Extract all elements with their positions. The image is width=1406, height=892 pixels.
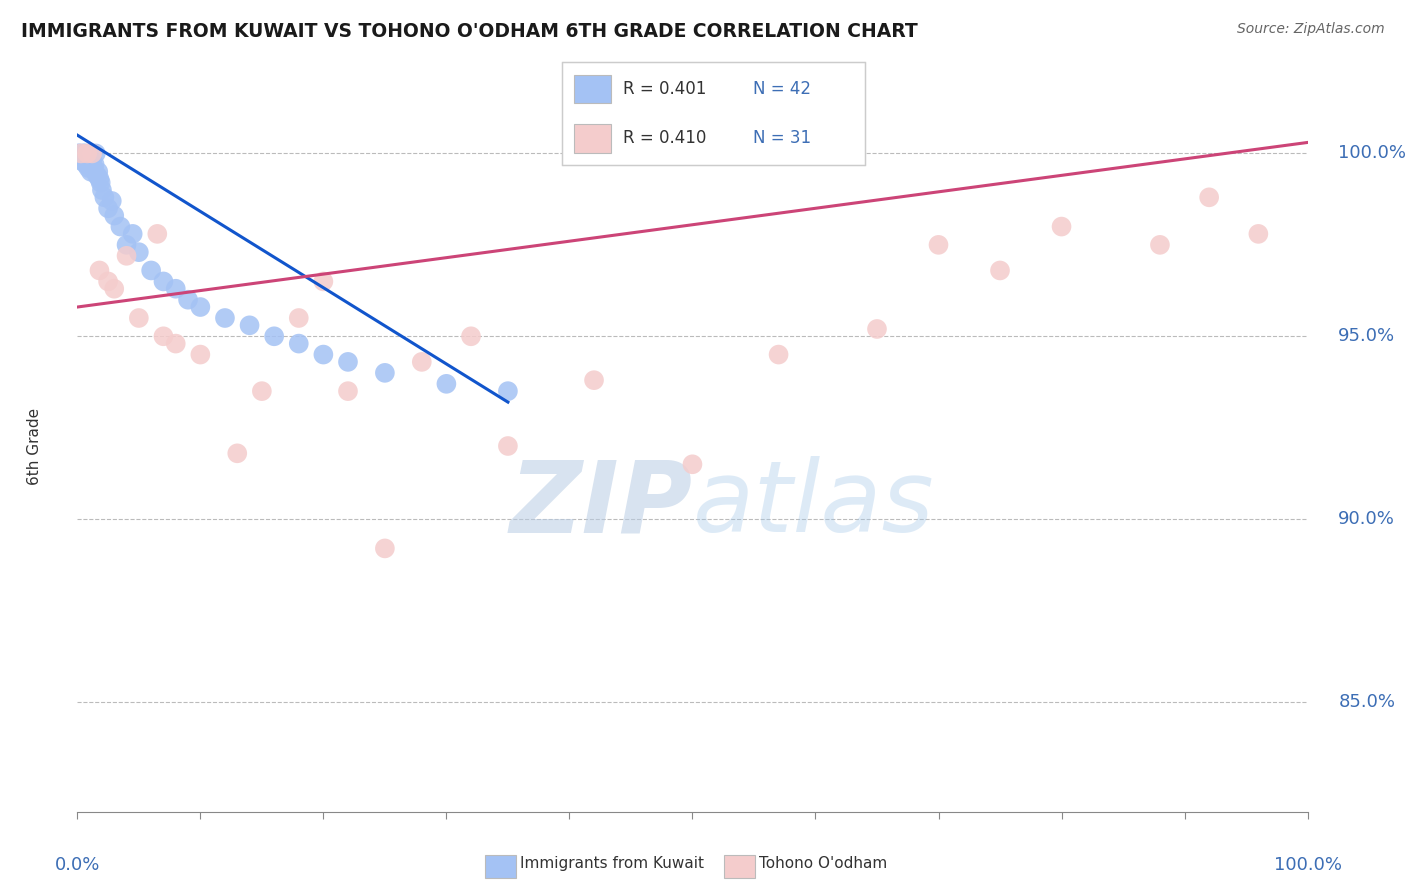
Point — [1247, 227, 1270, 241]
Text: R = 0.410: R = 0.410 — [623, 128, 706, 147]
Text: Tohono O'odham: Tohono O'odham — [759, 856, 887, 871]
Point — [928, 238, 950, 252]
Text: 6th Grade: 6th Grade — [27, 408, 42, 484]
Bar — [575, 124, 610, 153]
Point — [121, 227, 143, 241]
Point — [177, 293, 200, 307]
Point — [69, 146, 91, 161]
Point — [411, 355, 433, 369]
Point — [1149, 238, 1171, 252]
Point — [77, 161, 100, 175]
Point — [79, 157, 101, 171]
Bar — [575, 75, 610, 103]
Text: 90.0%: 90.0% — [1339, 510, 1395, 528]
Point — [239, 318, 262, 333]
Point — [90, 176, 112, 190]
Point — [103, 282, 125, 296]
Text: ZIP: ZIP — [509, 456, 693, 553]
Point — [90, 183, 114, 197]
Point — [337, 355, 360, 369]
Point — [110, 219, 132, 234]
Point — [70, 146, 93, 161]
Point — [152, 275, 174, 289]
Point — [83, 157, 105, 171]
Point — [188, 300, 212, 314]
Point — [86, 169, 108, 183]
Point — [214, 311, 236, 326]
Point — [128, 311, 150, 326]
Point — [73, 146, 96, 161]
Point — [67, 146, 90, 161]
Point — [288, 311, 311, 326]
Text: 95.0%: 95.0% — [1339, 327, 1396, 345]
Text: 0.0%: 0.0% — [55, 855, 100, 873]
Point — [165, 336, 187, 351]
Point — [682, 458, 704, 472]
Text: Immigrants from Kuwait: Immigrants from Kuwait — [520, 856, 704, 871]
Point — [89, 263, 111, 277]
Point — [288, 336, 311, 351]
Point — [82, 161, 104, 175]
Point — [82, 146, 104, 161]
Point — [226, 446, 249, 460]
Point — [460, 329, 482, 343]
Text: atlas: atlas — [693, 456, 934, 553]
Text: 85.0%: 85.0% — [1339, 693, 1395, 711]
Point — [82, 153, 104, 168]
Point — [80, 164, 103, 178]
Point — [152, 329, 174, 343]
Text: 100.0%: 100.0% — [1339, 145, 1406, 162]
Point — [87, 164, 110, 178]
Point — [75, 157, 97, 171]
Point — [583, 373, 606, 387]
Point — [76, 146, 98, 161]
Point — [89, 172, 111, 186]
Point — [1050, 219, 1073, 234]
Point — [374, 366, 396, 380]
Point — [165, 282, 187, 296]
Point — [115, 249, 138, 263]
Point — [496, 439, 519, 453]
Point — [312, 275, 335, 289]
Point — [337, 384, 360, 399]
Point — [312, 348, 335, 362]
Text: N = 42: N = 42 — [752, 79, 811, 97]
Point — [101, 194, 124, 208]
Text: 100.0%: 100.0% — [1274, 855, 1341, 873]
Point — [436, 376, 458, 391]
Point — [97, 275, 120, 289]
Point — [84, 146, 107, 161]
Text: R = 0.401: R = 0.401 — [623, 79, 706, 97]
Point — [496, 384, 519, 399]
Point — [93, 190, 115, 204]
Point — [1198, 190, 1220, 204]
Point — [263, 329, 285, 343]
Point — [988, 263, 1011, 277]
Point — [97, 202, 120, 216]
Text: Source: ZipAtlas.com: Source: ZipAtlas.com — [1237, 22, 1385, 37]
Point — [250, 384, 273, 399]
Point — [768, 348, 790, 362]
Point — [103, 209, 125, 223]
Point — [188, 348, 212, 362]
Point — [115, 238, 138, 252]
Point — [141, 263, 163, 277]
Point — [146, 227, 169, 241]
Point — [866, 322, 889, 336]
Point — [72, 146, 94, 161]
Point — [374, 541, 396, 556]
Point — [128, 245, 150, 260]
Text: N = 31: N = 31 — [752, 128, 811, 147]
Text: IMMIGRANTS FROM KUWAIT VS TOHONO O'ODHAM 6TH GRADE CORRELATION CHART: IMMIGRANTS FROM KUWAIT VS TOHONO O'ODHAM… — [21, 22, 918, 41]
Point — [76, 153, 98, 168]
Point — [70, 153, 93, 168]
Point — [70, 150, 93, 164]
